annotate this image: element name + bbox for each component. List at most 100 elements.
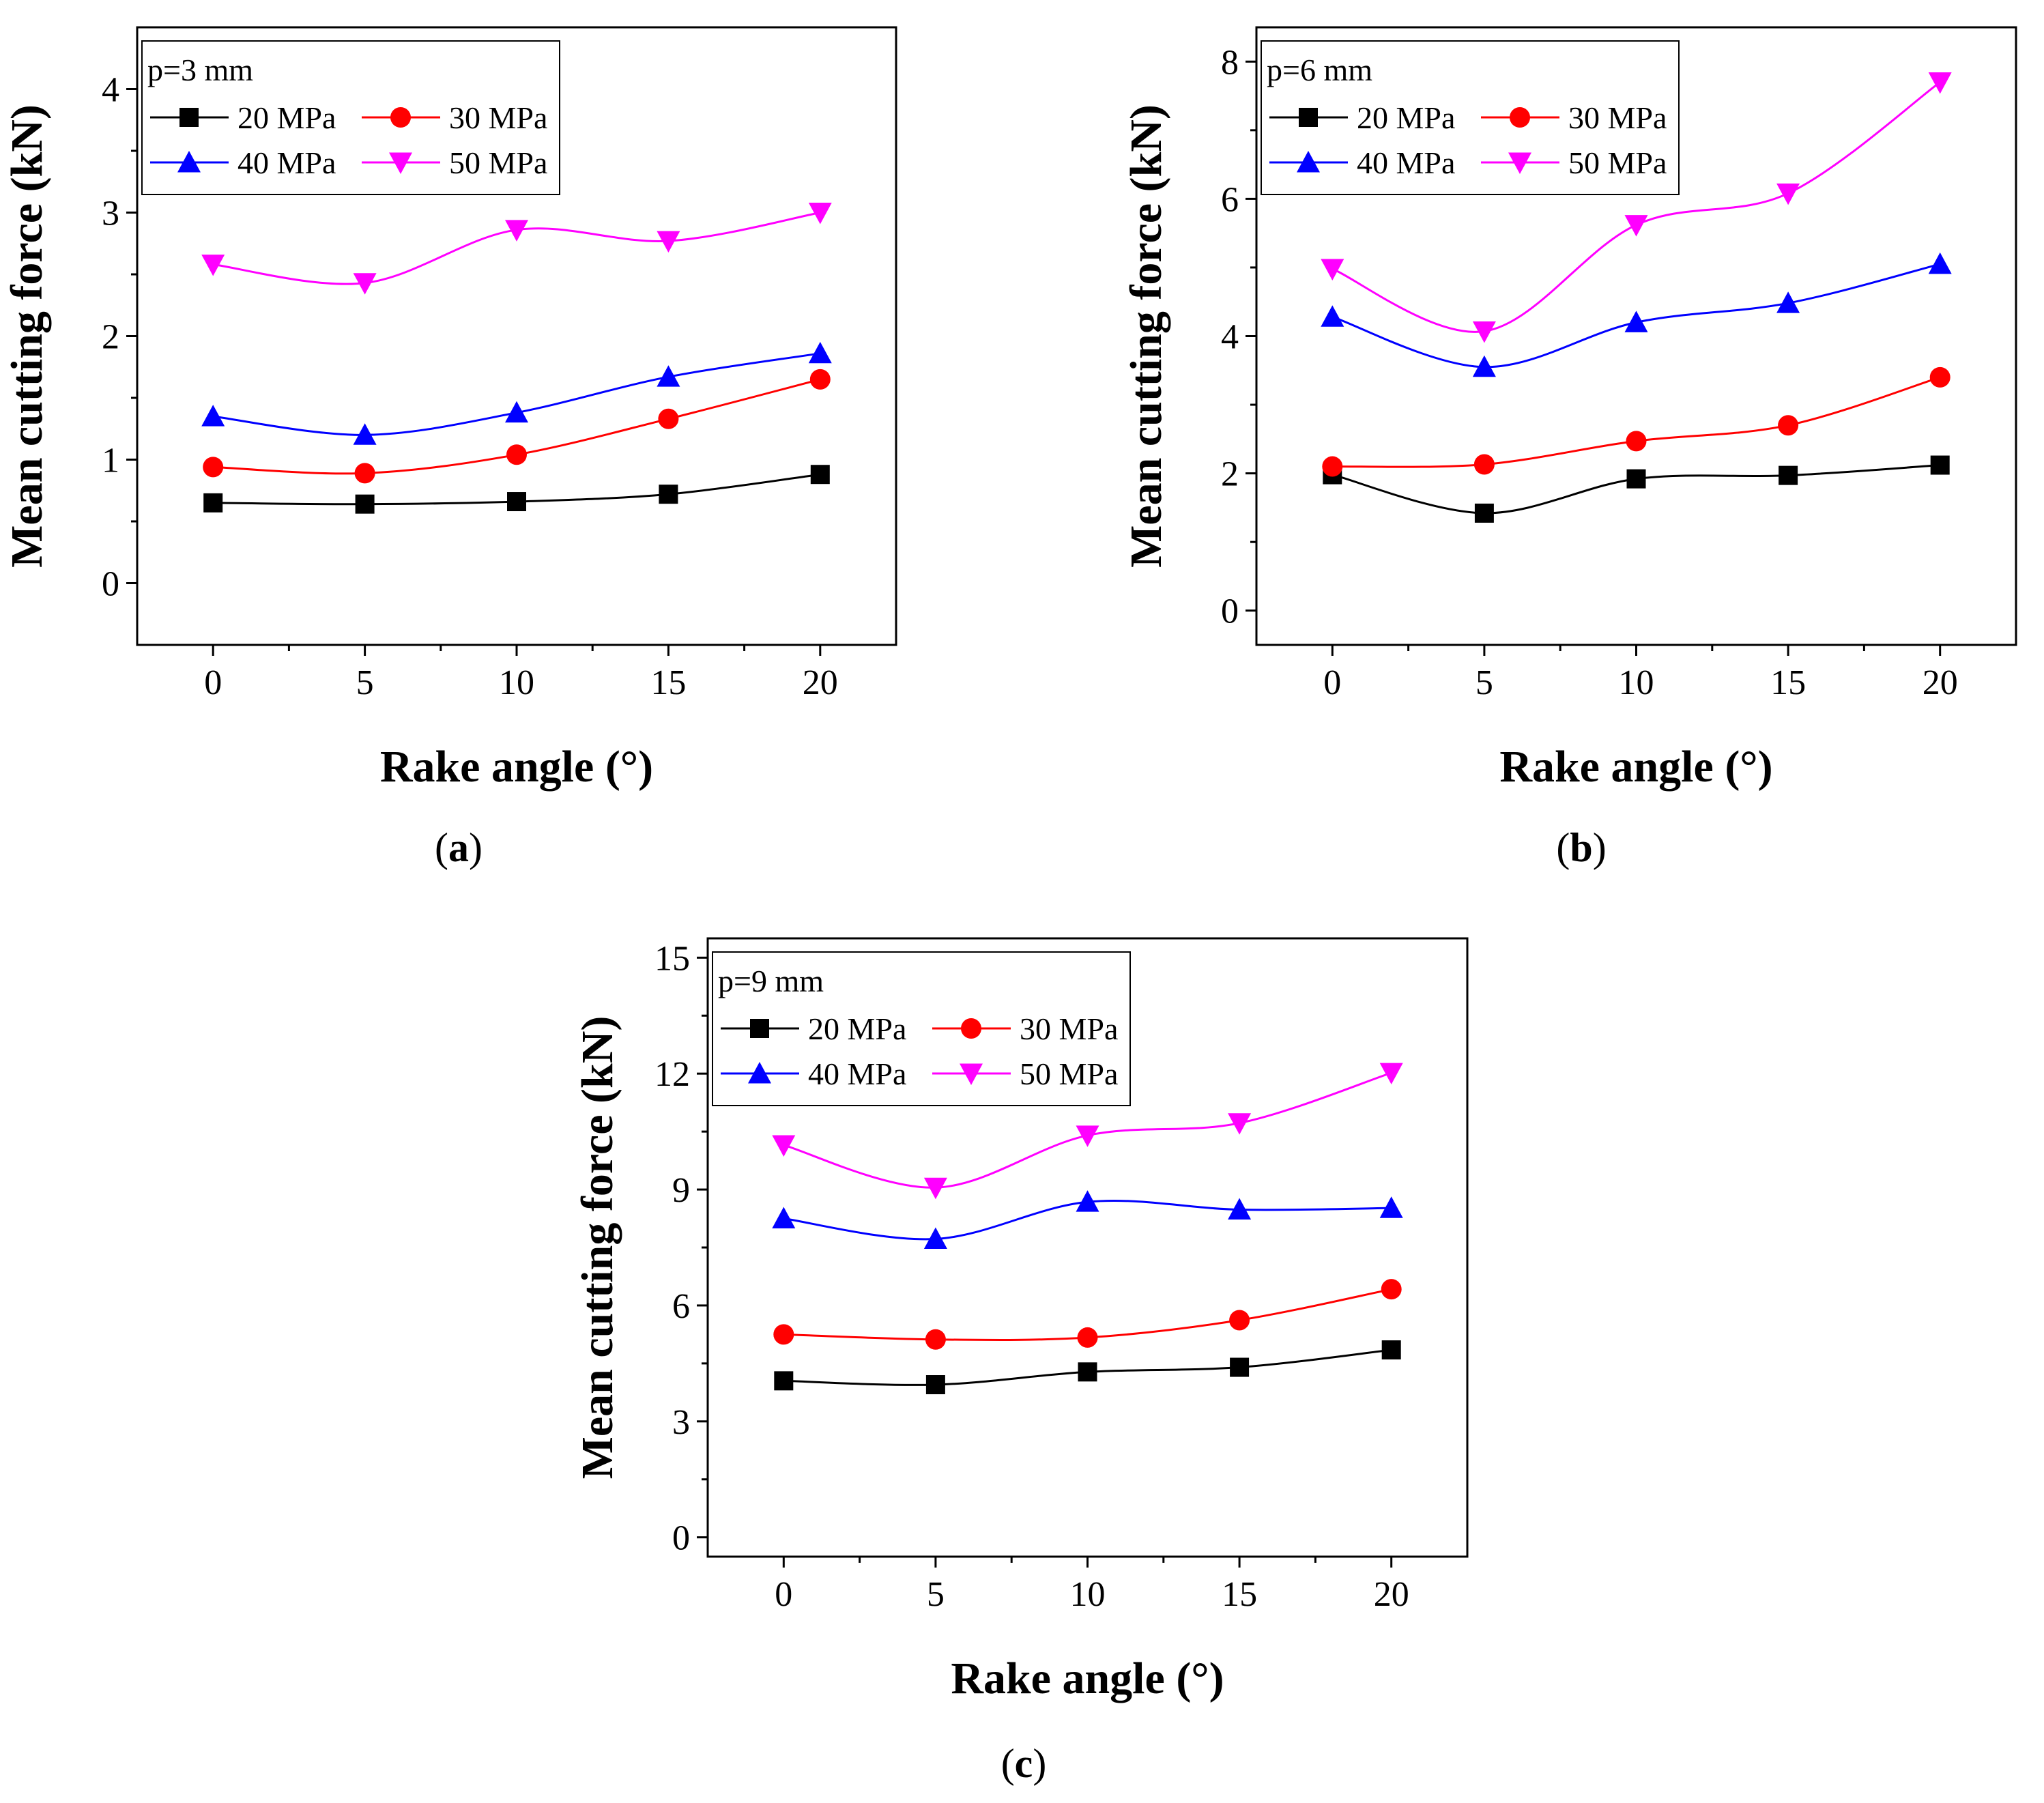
data-point [1321, 259, 1344, 280]
legend-marker [960, 1063, 983, 1085]
x-axis-title: Rake angle (°) [380, 742, 653, 792]
x-tick-label: 20 [1374, 1575, 1409, 1614]
panel-label-letter: c [1015, 1741, 1033, 1786]
legend-marker [389, 152, 412, 174]
y-tick-label: 6 [1221, 180, 1239, 219]
panel-label-letter: a [448, 825, 469, 870]
legend-title: p=9 mm [718, 964, 824, 998]
data-point [658, 408, 679, 429]
legend-entry: 50 MPa [1568, 145, 1667, 180]
panel-label: (b) [1556, 825, 1606, 870]
series-50-mpa [772, 1063, 1403, 1200]
series-line [1332, 376, 1941, 468]
data-point [506, 444, 527, 465]
y-tick-label: 3 [102, 194, 119, 233]
legend-title: p=6 mm [1267, 53, 1372, 87]
data-point [1321, 305, 1344, 327]
x-tick-label: 5 [1476, 663, 1493, 702]
data-point [505, 401, 528, 423]
series-40-mpa [201, 341, 832, 445]
y-tick-label: 8 [1221, 43, 1239, 82]
y-tick-label: 2 [1221, 455, 1239, 494]
data-point [1778, 415, 1799, 436]
data-point [1929, 366, 1951, 388]
y-tick-label: 4 [102, 71, 119, 110]
x-tick-label: 5 [356, 663, 374, 702]
data-point [810, 465, 830, 485]
data-point [1076, 1125, 1099, 1147]
y-axis-title: Mean cutting force (kN) [573, 1016, 622, 1480]
panel-label: (a) [435, 825, 483, 870]
data-point [1930, 455, 1950, 475]
data-point [1228, 1113, 1252, 1135]
data-point [203, 493, 223, 513]
data-point [353, 273, 377, 295]
data-point [657, 231, 680, 253]
data-point [1779, 465, 1798, 485]
y-tick-label: 0 [672, 1519, 690, 1558]
legend-entry: 40 MPa [808, 1056, 906, 1091]
y-tick-label: 12 [654, 1055, 690, 1094]
x-tick-label: 10 [1619, 663, 1654, 702]
chart-panel-c: 0 5 10 15 20 0 3 6 9 12 15 Rake angle (°) Mean cutti… [573, 937, 1469, 1786]
legend-entry: 30 MPa [1568, 100, 1667, 135]
series-40-mpa [772, 1190, 1403, 1249]
data-point [1379, 1063, 1403, 1085]
y-tick-label: 3 [672, 1403, 690, 1442]
x-tick-label: 15 [1222, 1575, 1257, 1614]
x-tick-label: 0 [204, 663, 222, 702]
data-point [1228, 1198, 1252, 1220]
x-tick-label: 20 [1923, 663, 1958, 702]
x-axis-title: Rake angle (°) [1499, 742, 1772, 792]
x-tick-label: 20 [803, 663, 838, 702]
data-point [1928, 252, 1952, 274]
data-point [1626, 469, 1646, 489]
x-tick-label: 0 [1323, 663, 1341, 702]
data-point [1473, 454, 1495, 475]
data-point [774, 1371, 794, 1391]
legend-marker [1297, 151, 1320, 173]
data-point [1776, 291, 1800, 313]
legend-entry: 50 MPa [1020, 1056, 1118, 1091]
legend: p=3 mm 20 MPa 30 MPa 40 MPa 50 MPa [141, 40, 560, 195]
y-tick-label: 0 [102, 565, 119, 604]
legend-entry: 30 MPa [1020, 1011, 1118, 1046]
legend-entry: 20 MPa [1357, 100, 1455, 135]
data-point [201, 255, 225, 276]
data-point [925, 1329, 946, 1350]
x-tick-label: 0 [775, 1575, 792, 1614]
data-point [353, 423, 377, 445]
data-point [1381, 1279, 1402, 1300]
legend-marker [1299, 108, 1318, 127]
legend: p=6 mm 20 MPa 30 MPa 40 MPa 50 MPa [1261, 40, 1680, 195]
data-point [507, 492, 526, 512]
data-point [657, 365, 680, 387]
data-point [1078, 1362, 1097, 1382]
legend-entry: 30 MPa [449, 100, 547, 135]
y-tick-label: 6 [672, 1287, 690, 1326]
legend-marker [1508, 152, 1531, 174]
data-point [1776, 183, 1800, 205]
x-tick-label: 15 [650, 663, 686, 702]
legend-marker [961, 1018, 981, 1039]
data-point [925, 1375, 945, 1395]
y-tick-label: 4 [1221, 318, 1239, 357]
data-point [772, 1135, 796, 1157]
data-point [1230, 1357, 1250, 1377]
data-point [203, 457, 224, 478]
data-point [808, 203, 832, 225]
data-point [1624, 215, 1648, 237]
x-tick-label: 10 [1070, 1575, 1106, 1614]
legend: p=9 mm 20 MPa 30 MPa 40 MPa 50 MPa [712, 951, 1131, 1106]
series-30-mpa [773, 1279, 1402, 1350]
legend-marker [748, 1062, 771, 1084]
legend-entry: 50 MPa [449, 145, 547, 180]
data-point [1472, 321, 1496, 343]
legend-marker [750, 1019, 769, 1038]
data-point [1928, 72, 1952, 94]
chart-panel-b: 0 5 10 15 20 0 2 4 6 8 Rake angle (°) Mean cutting … [1121, 26, 2017, 870]
data-point [923, 1177, 947, 1200]
chart-panel-a: 0 5 10 15 20 0 1 2 3 4 Rake angle (°) Mean cutting … [2, 26, 897, 870]
y-tick-label: 15 [654, 939, 690, 978]
